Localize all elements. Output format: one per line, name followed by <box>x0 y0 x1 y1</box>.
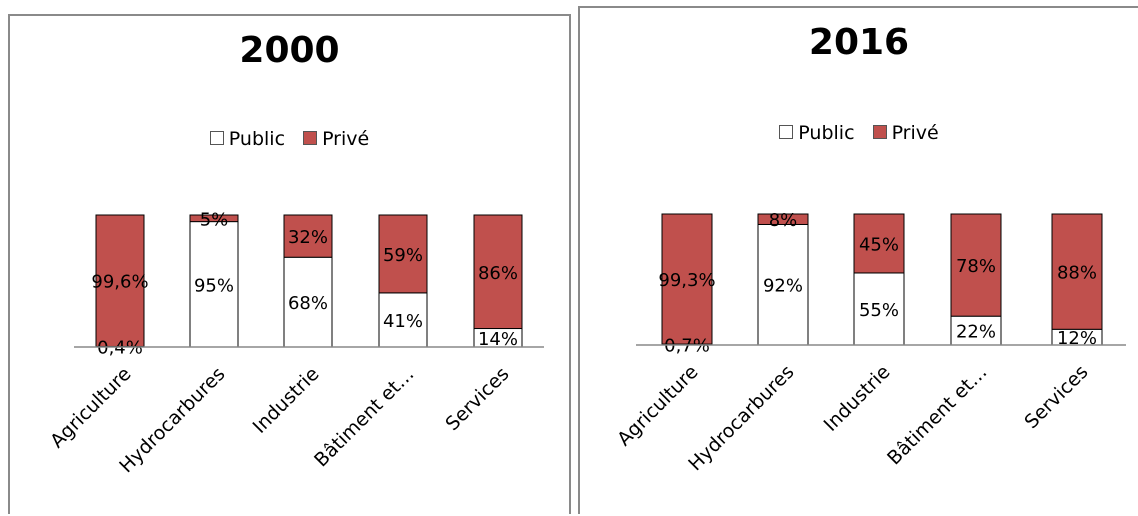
data-label-prive: 45% <box>859 234 899 255</box>
legend-swatch-public <box>209 130 224 145</box>
bar-prive <box>378 214 428 294</box>
chart-title: 2016 <box>808 22 910 63</box>
data-label-public: 92% <box>763 276 803 297</box>
x-tick-label: Industrie <box>820 361 895 436</box>
bar-prive <box>283 214 333 258</box>
data-label-public: 95% <box>194 275 234 296</box>
legend-item-public: Public <box>209 128 286 150</box>
data-label-prive: 78% <box>956 256 996 277</box>
data-label-public: 0,7% <box>664 336 710 357</box>
data-label-public: 12% <box>1057 328 1097 349</box>
legend-item-prive: Privé <box>303 128 369 150</box>
x-tick-label: Agriculture <box>46 363 135 452</box>
legend-label-prive: Privé <box>322 128 370 150</box>
data-label-public: 55% <box>859 300 899 321</box>
bar-public <box>283 256 333 348</box>
bar-public <box>378 292 428 348</box>
x-tick-label: Agriculture <box>613 361 702 450</box>
data-label-prive: 86% <box>478 263 518 284</box>
chart-panel-2000: 2000 Public Privé 0,4% 99,6% Agriculture 95… <box>8 14 571 514</box>
x-tick-label: Industrie <box>249 363 324 438</box>
legend-swatch-prive <box>872 124 887 139</box>
plot-area: 0,4%99,6%Agriculture95%5%Hydrocarbures68… <box>46 209 544 477</box>
bar-prive <box>189 214 239 223</box>
legend-item-public: Public <box>779 122 855 144</box>
bar-public <box>189 221 239 348</box>
bar-public <box>853 272 905 346</box>
data-label-public: 68% <box>288 293 328 314</box>
bar-prive <box>757 213 809 225</box>
data-label-public: 41% <box>383 311 423 332</box>
legend: Public Privé <box>580 122 1138 144</box>
data-label-prive: 99,3% <box>658 270 715 291</box>
chart-panel-2016: 2016 Public Privé 0,7% 99,3% Agriculture 92… <box>578 6 1138 514</box>
bar-prive <box>1051 213 1103 330</box>
data-label-prive: 32% <box>288 227 328 248</box>
bar-prive <box>950 213 1002 317</box>
bar-prive <box>661 213 713 345</box>
data-label-public: 14% <box>478 329 518 350</box>
data-label-prive: 5% <box>200 209 229 230</box>
x-tick-label: Bâtiment et… <box>310 363 418 471</box>
x-tick-label: Hydrocarbures <box>684 361 798 475</box>
data-label-prive: 59% <box>383 245 423 266</box>
legend-label-public: Public <box>798 122 855 144</box>
x-tick-label: Services <box>1020 361 1092 433</box>
data-label-prive: 99,6% <box>91 272 148 293</box>
legend-item-prive: Privé <box>872 122 939 144</box>
data-label-prive: 8% <box>769 210 798 231</box>
legend-label-prive: Privé <box>891 122 939 144</box>
chart-title: 2000 <box>239 30 340 71</box>
bar-prive <box>95 214 145 347</box>
bar-prive <box>473 214 523 330</box>
data-label-public: 0,4% <box>97 338 143 359</box>
bar-prive <box>853 213 905 274</box>
legend: Public Privé <box>10 128 569 150</box>
plot-area: 0,7% 99,3% Agriculture 92% 8% Hydrocarbures 55… <box>613 210 1126 475</box>
legend-swatch-public <box>779 124 794 139</box>
legend-swatch-prive <box>303 130 318 145</box>
x-tick-label: Services <box>441 363 513 435</box>
data-label-public: 22% <box>956 322 996 343</box>
x-tick-label: Bâtiment et… <box>883 361 991 469</box>
legend-label-public: Public <box>228 128 286 150</box>
data-label-prive: 88% <box>1057 263 1097 284</box>
